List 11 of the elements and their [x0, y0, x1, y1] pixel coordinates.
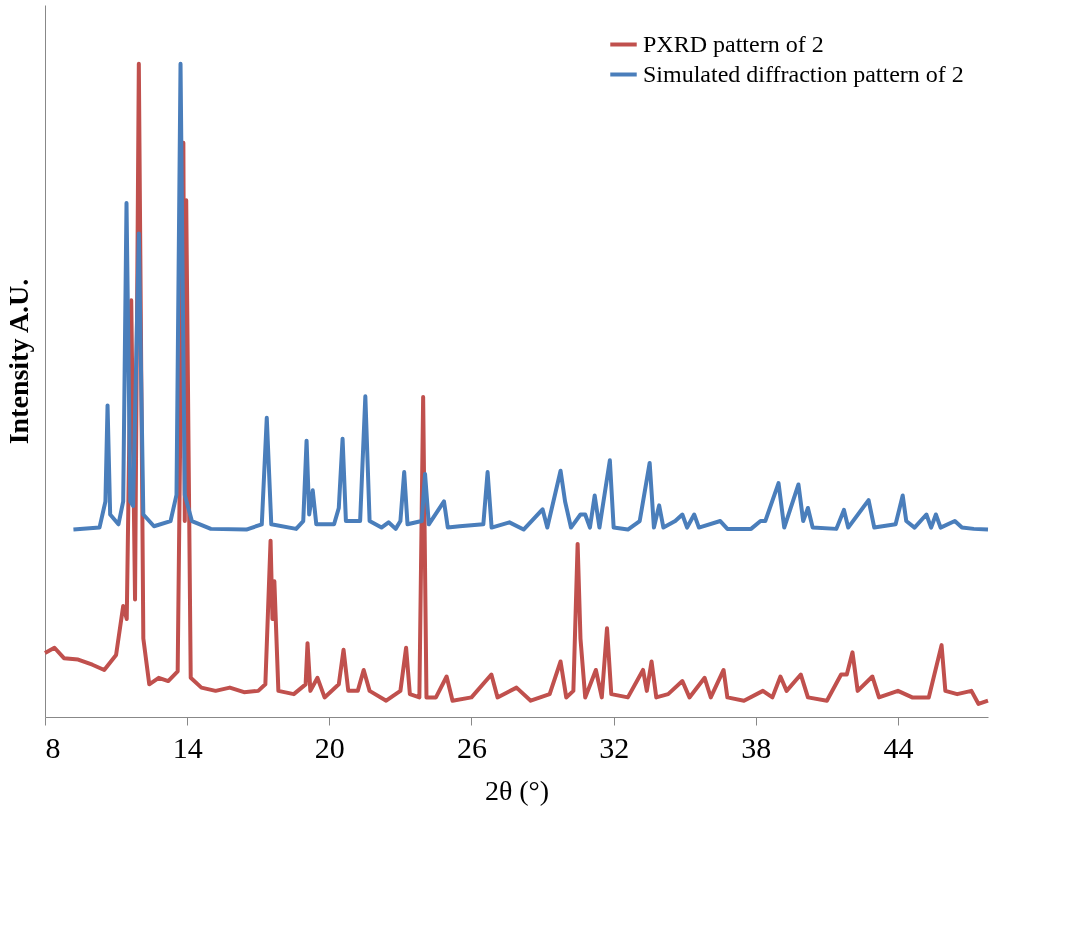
x-tick-label: 26	[456, 730, 487, 764]
x-tick-label: 32	[599, 730, 630, 764]
legend-label: Simulated diffraction pattern of 2	[643, 60, 964, 87]
x-tick-label: 38	[741, 730, 772, 764]
x-tick-label: 44	[883, 730, 914, 764]
x-tick-label: 20	[314, 730, 345, 764]
x-tick-label: 8	[45, 730, 61, 764]
x-axis-title: 2θ (°)	[484, 774, 550, 806]
x-tick-label: 14	[172, 730, 203, 764]
legend-label: PXRD pattern of 2	[643, 30, 824, 57]
y-axis-title: Intensity A.U.	[2, 278, 34, 445]
